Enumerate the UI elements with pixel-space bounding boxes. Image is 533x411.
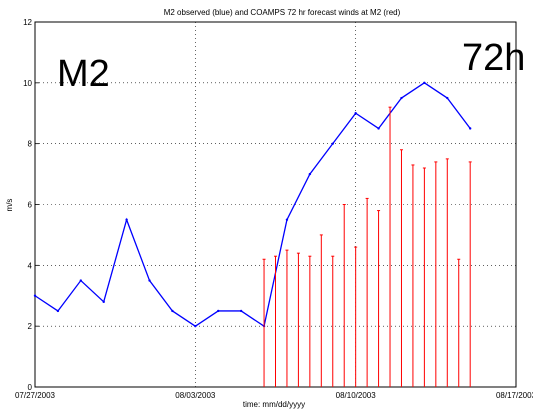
y-tick-label: 8 [28, 140, 33, 149]
observed-point [423, 81, 426, 85]
observed-point [33, 294, 37, 297]
observed-point [102, 300, 105, 304]
observed-point [377, 127, 380, 130]
y-tick-label: 2 [28, 322, 33, 331]
series-0 [33, 81, 472, 328]
y-axis-ticks: 0 2 4 6 8 10 12 [23, 18, 39, 392]
observed-point [217, 309, 220, 313]
y-tick-label: 12 [23, 18, 32, 27]
x-tick-label: 08/17/2003 [496, 391, 533, 400]
observed-point [446, 96, 449, 100]
y-tick-label: 0 [28, 383, 33, 392]
annotation-m2: M2 [57, 53, 110, 95]
x-tick-label: 07/27/2003 [15, 391, 56, 400]
y-tick-label: 4 [28, 261, 33, 270]
y-tick-label: 6 [28, 201, 33, 210]
observed-point [239, 309, 243, 313]
x-tick-label: 08/03/2003 [175, 391, 216, 400]
observed-point [331, 142, 334, 145]
observed-point [354, 112, 357, 115]
observed-point [400, 96, 403, 100]
y-tick-label: 10 [23, 79, 32, 88]
observed-point [148, 279, 151, 282]
annotation-72h: 72h [462, 37, 525, 79]
observed-point [194, 324, 197, 328]
observed-point [125, 218, 128, 221]
series-1 [262, 106, 472, 387]
observed-line [34, 82, 471, 328]
x-tick-label: 08/10/2003 [336, 391, 377, 400]
chart-title: M2 observed (blue) and COAMPS 72 hr fore… [164, 8, 401, 17]
x-axis-label: time: mm/dd/yyyy [243, 400, 305, 409]
observed-point [171, 309, 174, 313]
observed-point [56, 309, 60, 313]
series-layer [33, 81, 472, 387]
observed-point [308, 172, 312, 176]
observed-point [79, 279, 83, 282]
observed-point [285, 218, 289, 221]
x-axis-ticks: 07/27/2003 08/03/2003 08/10/2003 08/17/2003 [15, 391, 533, 400]
observed-point [468, 127, 472, 130]
y-axis-label: m/s [5, 199, 14, 212]
